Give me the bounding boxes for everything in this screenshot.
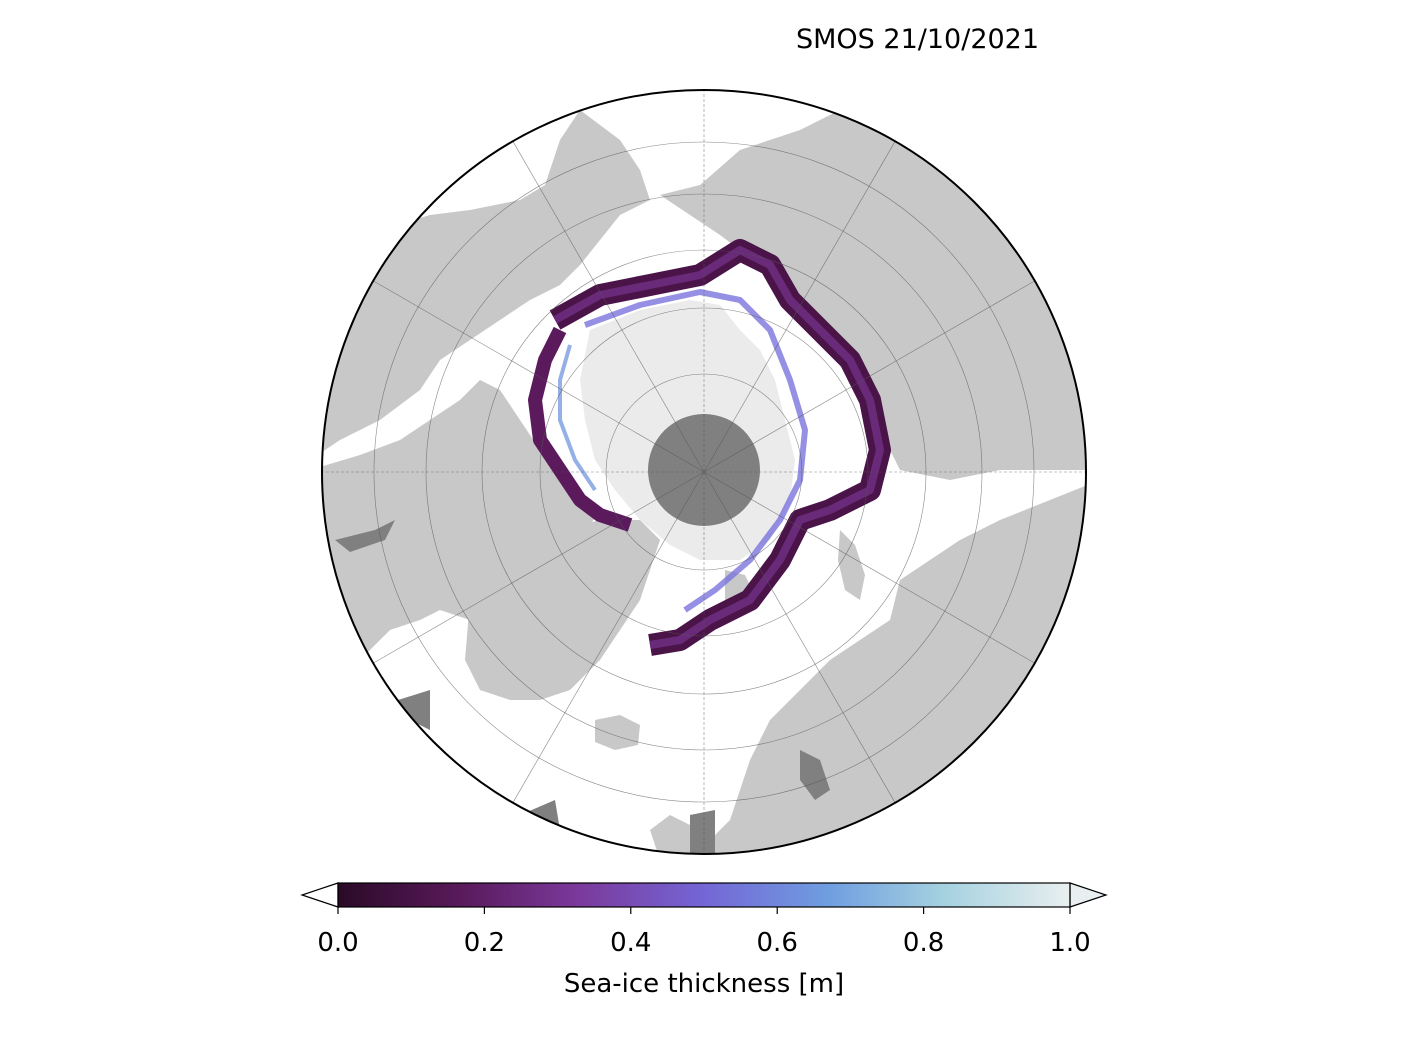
- thin-ice-band: [528, 239, 891, 656]
- colorbar-label: Sea-ice thickness [m]: [564, 969, 844, 999]
- land-canada: [322, 380, 600, 700]
- lake-great-slave: [335, 520, 395, 552]
- lake-hudson-area: [398, 690, 430, 730]
- map-disc: [322, 90, 1086, 854]
- colorbar-extend-max: [1069, 882, 1108, 908]
- land-uk: [650, 815, 690, 854]
- colorbar-tick-label: 1.0: [1049, 928, 1090, 958]
- longitude-gridlines: [322, 90, 1086, 854]
- colorbar-outline: [337, 882, 1071, 908]
- land-novaya-zemlya: [838, 530, 865, 600]
- colorbar-tick-label: 0.8: [903, 928, 944, 958]
- land-alaska: [322, 110, 650, 460]
- colorbar-tick-label: 0.6: [757, 928, 798, 958]
- land-iceland: [595, 715, 640, 750]
- colorbar-body: [338, 883, 1070, 907]
- colorbar: 0.0 0.2 0.4 0.6 0.8 1.0 Sea-ice thickness [m]: [300, 882, 1108, 999]
- colorbar-extend-min: [300, 882, 339, 908]
- map-boundary: [321, 89, 1087, 855]
- land-greenland: [465, 520, 660, 700]
- colorbar-tick-label: 0.4: [610, 928, 651, 958]
- map-title: SMOS 21/10/2021: [796, 24, 1040, 55]
- lake-baltic: [800, 750, 830, 800]
- colorbar-tick-label: 0.2: [464, 928, 505, 958]
- lake-bottom-2: [690, 810, 715, 854]
- colorbar-tick-label: 0.0: [317, 928, 358, 958]
- colorbar-ticks: 0.0 0.2 0.4 0.6 0.8 1.0: [317, 907, 1091, 958]
